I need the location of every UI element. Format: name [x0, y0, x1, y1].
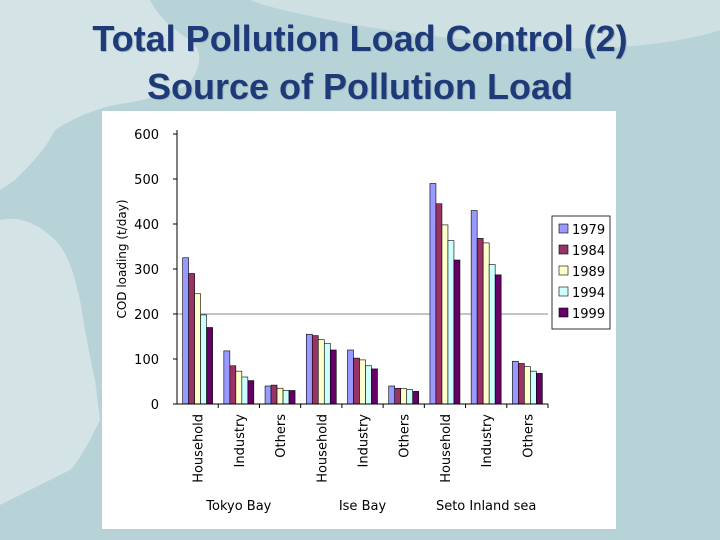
legend-label-1984: 1984 — [572, 244, 605, 259]
bar-1989-6 — [441, 224, 449, 405]
bar-1979-4 — [347, 349, 354, 405]
bars-layer — [182, 183, 543, 405]
group-label: Ise Bay — [339, 499, 387, 514]
y-tick-label: 0 — [151, 398, 159, 413]
category-label: Household — [192, 414, 207, 483]
bar-1989-2 — [276, 387, 284, 405]
group-label: Seto Inland sea — [436, 499, 536, 514]
bar-1989-3 — [317, 339, 325, 405]
bar-1994-0 — [200, 314, 207, 405]
bar-1979-0 — [182, 257, 189, 405]
bar-1984-2 — [270, 384, 278, 405]
legend-label-1994: 1994 — [572, 286, 605, 301]
bar-1994-2 — [282, 390, 290, 405]
bar-1994-5 — [406, 389, 414, 405]
bar-1979-8 — [512, 360, 519, 405]
legend-label-1999: 1999 — [572, 307, 605, 322]
bar-1984-3 — [311, 335, 319, 405]
bar-1999-4 — [371, 368, 378, 405]
bar-1999-3 — [329, 349, 337, 405]
y-tick-label: 500 — [134, 173, 159, 188]
category-label: Industry — [233, 414, 248, 468]
slide-title-line-1: Total Pollution Load Control (2) — [92, 18, 628, 59]
category-label: Others — [274, 414, 289, 458]
bar-1999-0 — [206, 327, 213, 405]
legend-swatch-1994 — [558, 286, 569, 297]
legend-label-1989: 1989 — [572, 265, 605, 280]
bar-1994-1 — [241, 376, 249, 405]
category-label: Others — [521, 414, 536, 458]
bar-1989-7 — [482, 242, 490, 405]
bar-1984-6 — [435, 203, 443, 405]
bar-1984-7 — [476, 238, 484, 405]
bar-1989-0 — [194, 293, 201, 405]
bar-1984-0 — [188, 273, 195, 405]
land-shape-north — [0, 0, 200, 190]
category-label: Others — [398, 414, 413, 458]
legend: 1979 1984 1989 1994 1999 — [551, 215, 611, 330]
bar-1979-1 — [223, 350, 231, 405]
y-axis-label: COD loading (t/day) — [115, 199, 129, 318]
bar-1989-1 — [235, 370, 243, 405]
bar-1994-8 — [530, 370, 537, 405]
bar-1984-1 — [229, 365, 237, 405]
axis-layer: 0 100 200 300 400 500 600 COD loading (t/day) Ho… — [115, 128, 549, 514]
bar-1994-7 — [488, 264, 496, 405]
bar-1999-2 — [288, 390, 296, 405]
bar-1979-7 — [470, 210, 478, 405]
y-tick-label: 600 — [134, 128, 159, 143]
group-label: Tokyo Bay — [205, 499, 271, 514]
legend-swatch-1979 — [558, 223, 569, 234]
bar-1999-1 — [247, 380, 255, 405]
bar-1979-2 — [264, 385, 272, 405]
category-label: Household — [315, 414, 330, 483]
y-tick-label: 200 — [134, 308, 159, 323]
y-tick-label: 300 — [134, 263, 159, 278]
chart-panel: 0 100 200 300 400 500 600 COD loading (t/day) Ho… — [102, 111, 616, 529]
y-tick-label: 400 — [134, 218, 159, 233]
bar-1994-3 — [323, 342, 331, 405]
bar-1999-8 — [536, 373, 543, 405]
category-label: Industry — [357, 414, 372, 468]
bar-1999-7 — [494, 274, 502, 405]
legend-swatch-1984 — [558, 244, 569, 255]
bar-1989-8 — [524, 366, 531, 405]
legend-swatch-1999 — [558, 307, 569, 318]
bar-1979-6 — [429, 183, 437, 405]
land-shape-west — [0, 218, 100, 506]
land-shape-east — [250, 0, 720, 49]
bar-1984-8 — [518, 363, 525, 405]
bar-1979-3 — [305, 333, 313, 405]
bar-1994-4 — [365, 365, 372, 405]
bar-1999-5 — [412, 391, 420, 405]
legend-label-1979: 1979 — [572, 223, 605, 238]
bar-1984-5 — [394, 387, 402, 405]
bar-chart: 0 100 200 300 400 500 600 COD loading (t/day) Ho… — [115, 128, 611, 514]
bar-1989-5 — [400, 388, 408, 405]
bar-1999-6 — [453, 259, 461, 405]
bar-1979-5 — [388, 385, 396, 405]
bar-1984-4 — [353, 357, 360, 405]
slide-title-line-2: Source of Pollution Load — [147, 66, 573, 107]
bar-1989-4 — [359, 359, 366, 405]
bar-1994-6 — [447, 240, 455, 405]
category-label: Household — [439, 414, 454, 483]
category-label: Industry — [480, 414, 495, 468]
legend-swatch-1989 — [558, 265, 569, 276]
y-tick-label: 100 — [134, 353, 159, 368]
